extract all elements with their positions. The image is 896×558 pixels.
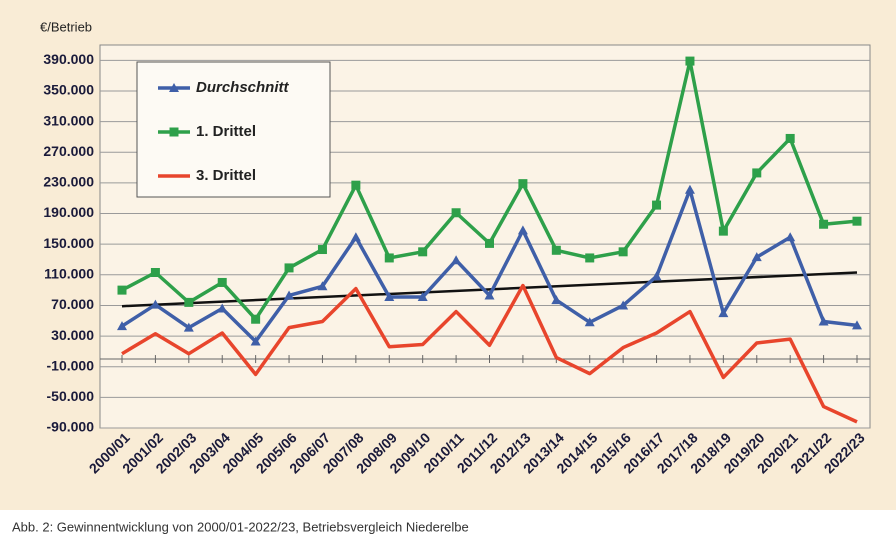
legend-label: 3. Drittel [196,167,256,184]
marker [117,285,127,295]
marker [451,208,461,218]
marker [584,317,595,327]
y-tick-label: 150.000 [43,235,94,251]
marker [785,133,795,143]
y-tick-label: 310.000 [43,112,94,128]
marker [150,268,160,278]
marker [684,184,695,194]
marker [384,292,395,302]
y-axis-label: €/Betrieb [40,19,92,34]
marker [852,320,862,330]
marker [418,247,428,257]
marker [785,232,796,242]
marker [417,292,428,302]
y-tick-label: 350.000 [43,82,94,98]
legend-label: Durchschnitt [196,79,290,96]
marker [651,271,662,281]
marker [585,253,595,263]
marker [517,225,528,235]
caption: Abb. 2: Gewinnentwicklung von 2000/01-20… [12,519,469,534]
y-tick-label: -10.000 [47,357,95,373]
marker [685,56,695,66]
marker [518,179,528,189]
y-tick-label: 30.000 [51,327,94,343]
marker [251,314,261,324]
marker [551,245,561,255]
marker [217,277,227,287]
y-tick-label: -90.000 [47,419,95,435]
marker [752,168,762,178]
marker [169,127,179,137]
marker [150,299,161,309]
trend-line [121,271,858,308]
y-tick-label: 270.000 [43,143,94,159]
marker [618,300,629,310]
marker [652,200,662,210]
marker [184,297,194,307]
marker [284,263,294,273]
marker [751,252,762,262]
marker [250,336,261,346]
marker [551,295,562,305]
marker [818,316,829,326]
marker [618,247,628,257]
marker [484,290,495,300]
y-tick-label: 230.000 [43,174,94,190]
marker [183,322,194,332]
y-tick-label: -50.000 [47,388,95,404]
marker [384,253,394,263]
y-tick-label: 390.000 [43,51,94,67]
y-tick-label: 70.000 [51,296,94,312]
y-tick-label: 190.000 [43,204,94,220]
marker [852,216,862,226]
marker [718,226,728,236]
marker [819,219,829,229]
legend-label: 1. Drittel [196,123,256,140]
marker [169,83,179,92]
marker [117,321,127,331]
y-tick-label: 110.000 [44,266,94,282]
marker [485,238,494,248]
series-line [121,283,858,424]
marker [350,232,361,242]
marker [284,290,295,300]
marker [718,308,729,318]
marker [317,281,328,291]
marker [351,180,361,190]
marker [451,255,462,265]
marker [217,303,228,313]
marker [317,245,327,255]
